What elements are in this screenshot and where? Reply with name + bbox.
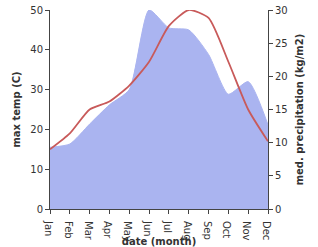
svg-text:25: 25 bbox=[275, 38, 288, 49]
svg-text:Feb: Feb bbox=[63, 221, 74, 239]
svg-text:30: 30 bbox=[30, 84, 43, 95]
svg-text:30: 30 bbox=[275, 5, 288, 16]
svg-text:Mar: Mar bbox=[83, 221, 94, 241]
svg-text:max temp (C): max temp (C) bbox=[11, 71, 22, 147]
svg-text:Apr: Apr bbox=[102, 221, 113, 239]
svg-text:May: May bbox=[122, 221, 133, 242]
svg-text:50: 50 bbox=[30, 5, 43, 16]
svg-text:5: 5 bbox=[275, 170, 281, 181]
svg-text:15: 15 bbox=[275, 104, 288, 115]
svg-text:Nov: Nov bbox=[241, 221, 252, 241]
svg-text:0: 0 bbox=[275, 204, 281, 215]
svg-text:10: 10 bbox=[275, 137, 288, 148]
svg-text:Aug: Aug bbox=[182, 221, 193, 241]
svg-text:med. precipitation (kg/m2): med. precipitation (kg/m2) bbox=[294, 34, 305, 186]
svg-text:Dec: Dec bbox=[261, 221, 272, 240]
svg-text:20: 20 bbox=[275, 71, 288, 82]
svg-text:40: 40 bbox=[30, 44, 43, 55]
svg-text:date (month): date (month) bbox=[122, 236, 196, 247]
svg-text:Jul: Jul bbox=[162, 220, 173, 233]
svg-text:10: 10 bbox=[30, 164, 43, 175]
svg-text:Sep: Sep bbox=[202, 221, 213, 240]
svg-text:Jan: Jan bbox=[43, 220, 54, 236]
svg-text:Jun: Jun bbox=[142, 220, 153, 237]
svg-text:20: 20 bbox=[30, 124, 43, 135]
svg-text:Oct: Oct bbox=[221, 221, 232, 238]
svg-text:0: 0 bbox=[37, 204, 43, 215]
